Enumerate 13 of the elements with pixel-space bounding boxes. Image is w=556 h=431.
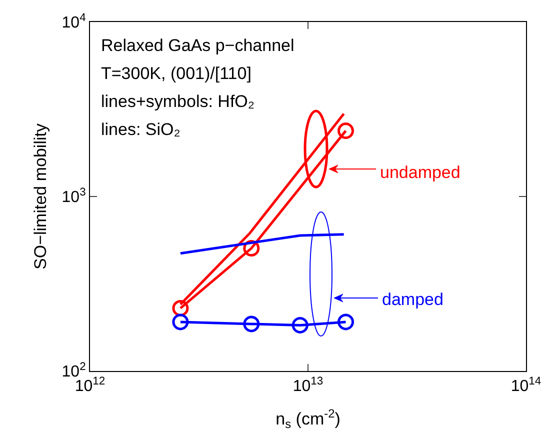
annotation: T=300K, (001)/[110] <box>101 64 252 83</box>
x-tick-label: 10$^{14}$ <box>510 375 542 396</box>
annotation: undamped <box>380 163 460 182</box>
x-tick-label: 10$^{13}$ <box>292 375 324 396</box>
annotation: Relaxed GaAs p−channel <box>101 36 294 55</box>
annotation: lines+symbols: HfO₂ <box>101 92 255 111</box>
y-axis-title: SO−limited mobility <box>31 123 50 270</box>
annotation: damped <box>382 290 444 309</box>
y-tick-label: 10$^{4}$ <box>62 12 86 32</box>
y-tick-label: 10$^{2}$ <box>62 360 86 381</box>
y-tick-label: 10$^{3}$ <box>62 186 86 206</box>
annotation: lines: SiO₂ <box>101 120 180 139</box>
x-axis-title: n$_{s}$ (cm$^{-2}$) <box>276 406 340 431</box>
